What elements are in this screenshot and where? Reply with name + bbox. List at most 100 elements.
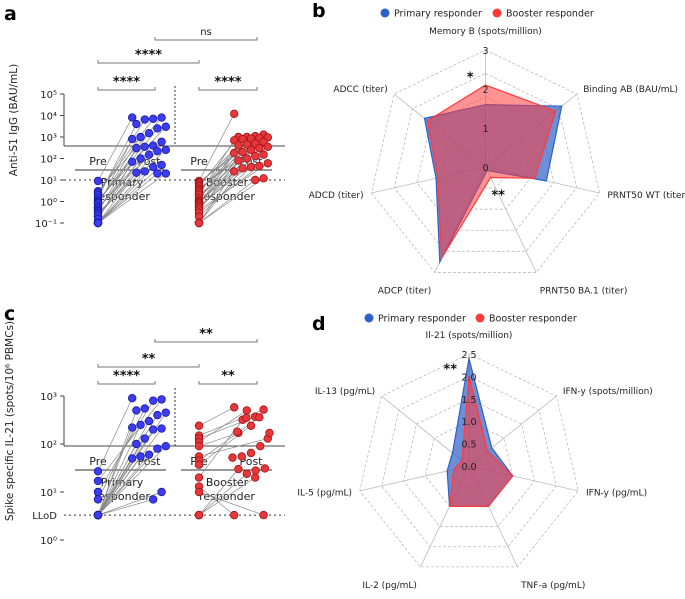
booster-post-point <box>238 164 247 173</box>
primary-post-point <box>132 406 141 415</box>
primary-post-point <box>140 167 149 176</box>
primary-post-point <box>136 420 145 430</box>
legend-label-primary: Primary responder <box>394 9 482 20</box>
significance-bracket <box>154 339 258 343</box>
significance-bracket <box>97 87 156 91</box>
pair-line <box>97 399 162 482</box>
primary-post-point <box>157 395 166 404</box>
significance-bracket <box>97 381 156 385</box>
booster-post-point <box>256 441 265 451</box>
legend-label-booster: Booster responder <box>506 9 594 20</box>
pair-line <box>97 424 141 516</box>
radar-significance: ** <box>491 188 505 203</box>
primary-post-point <box>132 119 141 129</box>
booster-pre-point <box>194 218 204 228</box>
primary-post-point <box>153 169 162 178</box>
booster-post-point <box>250 175 260 185</box>
significance-label: **** <box>113 369 140 384</box>
radar-axis-label: Memory B (spots/million) <box>429 27 542 37</box>
radar-axis-label: PRNT50 BA.1 (titer) <box>540 287 628 297</box>
booster-post-point <box>234 156 243 165</box>
primary-post-point <box>161 145 170 155</box>
pair-line <box>97 154 150 217</box>
significance-bracket <box>154 37 258 41</box>
primary-post-point <box>127 134 137 144</box>
radar-axis-label: IL-13 (pg/mL) <box>315 387 375 397</box>
radar-axis-label: Binding AB (BAU/mL) <box>583 85 678 95</box>
group-label: responder <box>94 490 150 503</box>
pair-line <box>198 178 264 224</box>
legend-label-booster: Booster responder <box>489 314 577 325</box>
primary-post-point <box>132 144 141 153</box>
radar-vertex-booster <box>534 177 536 179</box>
radar-tick-label: 0 <box>482 163 488 174</box>
radar-axis-label: IL-2 (pg/mL) <box>362 581 417 591</box>
primary-post-point <box>148 495 158 504</box>
legend-marker-primary <box>364 313 374 323</box>
primary-post-point <box>148 425 158 434</box>
pair-line <box>198 165 260 214</box>
panel-d-radar-cytokine: 0.0 0.5 1.0 1.5 2.0 2.5 Il-21 (spots/million) I… <box>297 313 653 591</box>
pair-line <box>97 427 133 516</box>
primary-post-point <box>127 423 137 432</box>
radar-vertex-booster <box>461 459 463 462</box>
primary-post-point <box>136 132 145 142</box>
primary-post-point <box>161 408 170 417</box>
primary-pre-point <box>93 495 103 504</box>
significance-bracket <box>198 381 258 385</box>
pair-line <box>198 136 239 187</box>
radar-vertex-booster <box>448 505 451 507</box>
primary-post-point <box>157 487 166 497</box>
lod-label: LLoD <box>32 511 57 522</box>
y-tick-label: 10³ <box>40 392 57 403</box>
radar-vertex-primary <box>545 180 547 182</box>
pair-line <box>198 491 264 516</box>
primary-pre-point <box>93 218 103 228</box>
booster-pre-point <box>194 441 204 451</box>
primary-post-point <box>157 137 166 146</box>
booster-post-point <box>246 448 256 458</box>
pair-line <box>198 477 256 516</box>
radar-vertex-primary <box>446 470 448 472</box>
radar-vertex-primary <box>423 117 426 119</box>
booster-post-point <box>242 406 251 415</box>
significance-label: ns <box>200 27 212 38</box>
booster-post-point <box>265 428 274 438</box>
primary-post-point <box>136 452 145 461</box>
radar-tick-label: 0.5 <box>461 440 476 451</box>
primary-post-point <box>127 157 137 167</box>
pair-line <box>97 458 133 516</box>
primary-post-point <box>144 450 154 459</box>
radar-tick-label: 2.5 <box>461 350 476 361</box>
primary-post-point <box>144 416 154 426</box>
booster-pre-point <box>194 421 204 430</box>
pair-line <box>97 150 158 215</box>
booster-post-point <box>250 473 260 482</box>
radar-ring <box>371 49 600 273</box>
pair-line <box>198 152 235 206</box>
radar-axis-label: IL-5 (pg/mL) <box>297 489 352 499</box>
primary-post-point <box>127 454 137 463</box>
pair-line <box>198 410 247 443</box>
significance-label: ** <box>142 352 156 367</box>
significance-bracket <box>97 364 200 368</box>
pair-line <box>198 468 239 516</box>
radar-tick-label: 1.5 <box>461 395 476 406</box>
booster-post-point <box>260 464 270 473</box>
y-axis-label: Spike specific IL-21 (spots/10⁶ PBMCs) <box>4 321 16 521</box>
radar-vertex-booster <box>484 84 487 86</box>
radar-vertex-booster <box>489 176 492 179</box>
primary-post-point <box>144 150 154 159</box>
booster-post-point <box>255 144 264 153</box>
primary-post-point <box>153 146 162 156</box>
primary-post-point <box>132 439 141 449</box>
significance-label: ** <box>199 327 213 342</box>
y-tick-label: 10⁴ <box>40 112 57 123</box>
radar-axis-label: IFN-y (pg/mL) <box>586 489 647 499</box>
y-axis-label: Anti-S1 IgG (BAU/mL) <box>8 64 20 176</box>
x-category-label: Pre <box>190 155 208 168</box>
radar-vertex-primary <box>451 452 454 454</box>
radar-axis-label: ADCP (titer) <box>378 287 431 297</box>
significance-label: **** <box>135 48 162 63</box>
pair-line <box>198 486 235 516</box>
